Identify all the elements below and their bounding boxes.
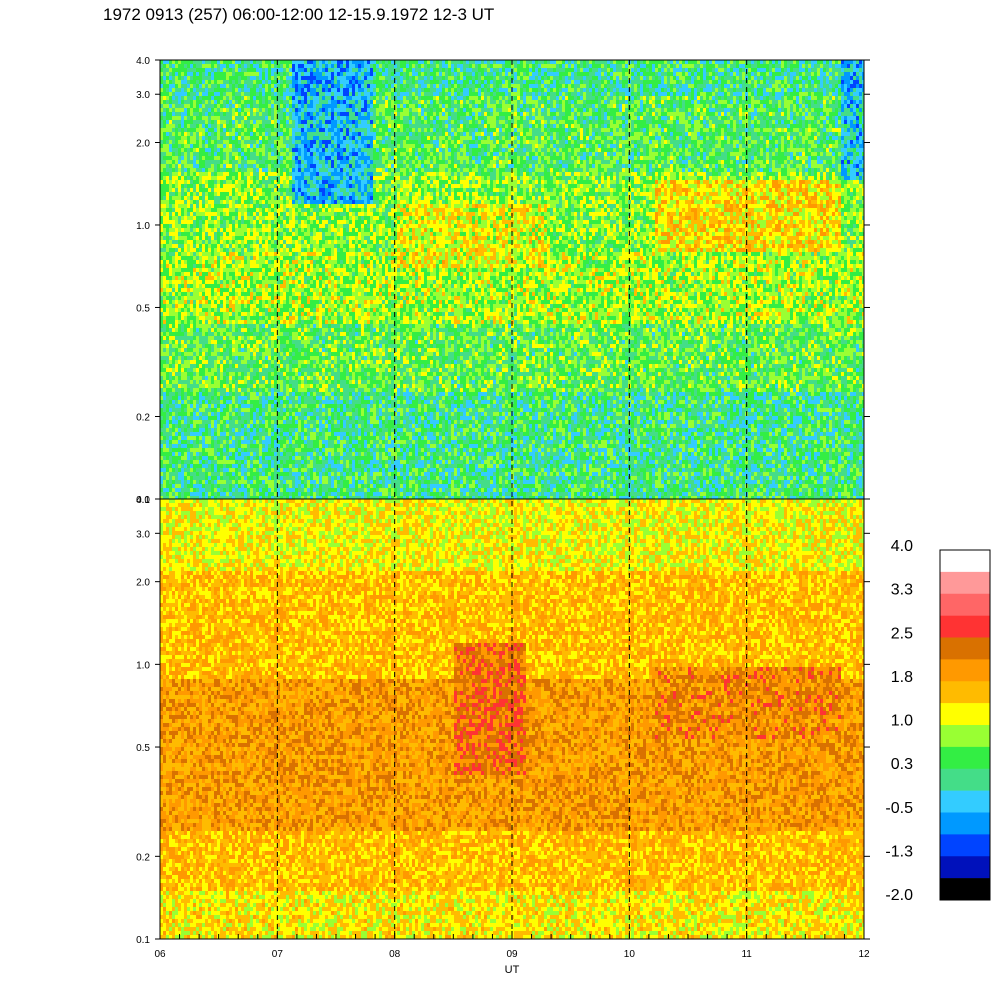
x-tick-label: 11 <box>741 949 752 960</box>
x-tick-label: 07 <box>272 949 284 960</box>
y-tick-label: 2.0 <box>136 138 150 149</box>
y-tick-label: 2.0 <box>136 578 150 589</box>
x-tick-label: 06 <box>154 949 166 960</box>
colorbar-segment <box>940 659 990 681</box>
y-tick-label: 4.0 <box>136 56 150 67</box>
y-tick-label: 3.0 <box>136 529 150 540</box>
colorbar-segment <box>940 878 990 900</box>
y-tick-label: 0.2 <box>136 413 150 424</box>
colorbar-segment <box>940 638 990 660</box>
colorbar-segment <box>940 791 990 813</box>
colorbar-label: 2.5 <box>891 625 913 642</box>
y-tick-label: 4.0 <box>136 495 150 506</box>
x-tick-label: 09 <box>506 949 518 960</box>
y-tick-label: 1.0 <box>136 221 150 232</box>
y-tick-label: 3.0 <box>136 90 150 101</box>
x-tick-label: 12 <box>858 949 870 960</box>
colorbar-label: -0.5 <box>885 800 913 817</box>
y-tick-label: 0.5 <box>136 743 150 754</box>
y-tick-label: 0.1 <box>136 935 150 946</box>
colorbar-segment <box>940 725 990 747</box>
colorbar-label: -1.3 <box>885 843 913 860</box>
colorbar-segment <box>940 681 990 703</box>
colorbar: 4.0 3.3 2.5 1.8 1.0 0.3 -0.5 -1.3 -2.0 <box>885 538 990 904</box>
colorbar-segment <box>940 834 990 856</box>
colorbar-label: 1.0 <box>891 713 913 730</box>
colorbar-segment <box>940 747 990 769</box>
colorbar-label: -2.0 <box>885 887 913 904</box>
colorbar-label: 4.0 <box>891 538 913 555</box>
colorbar-segment <box>940 769 990 791</box>
colorbar-segment <box>940 572 990 594</box>
x-axis-label: UT <box>505 964 520 976</box>
colorbar-label: 1.8 <box>891 669 913 686</box>
colorbar-segment <box>940 813 990 835</box>
y-tick-label: 0.5 <box>136 303 150 314</box>
colorbar-segment <box>940 594 990 616</box>
colorbar-segment <box>940 703 990 725</box>
colorbar-segment <box>940 856 990 878</box>
y-tick-label: 0.2 <box>136 852 150 863</box>
y-tick-label: 1.0 <box>136 660 150 671</box>
colorbar-label: 3.3 <box>891 582 913 599</box>
colorbar-label: 0.3 <box>891 756 913 773</box>
x-tick-label: 08 <box>389 949 401 960</box>
colorbar-segment <box>940 616 990 638</box>
x-tick-label: 10 <box>624 949 636 960</box>
colorbar-segment <box>940 550 990 572</box>
